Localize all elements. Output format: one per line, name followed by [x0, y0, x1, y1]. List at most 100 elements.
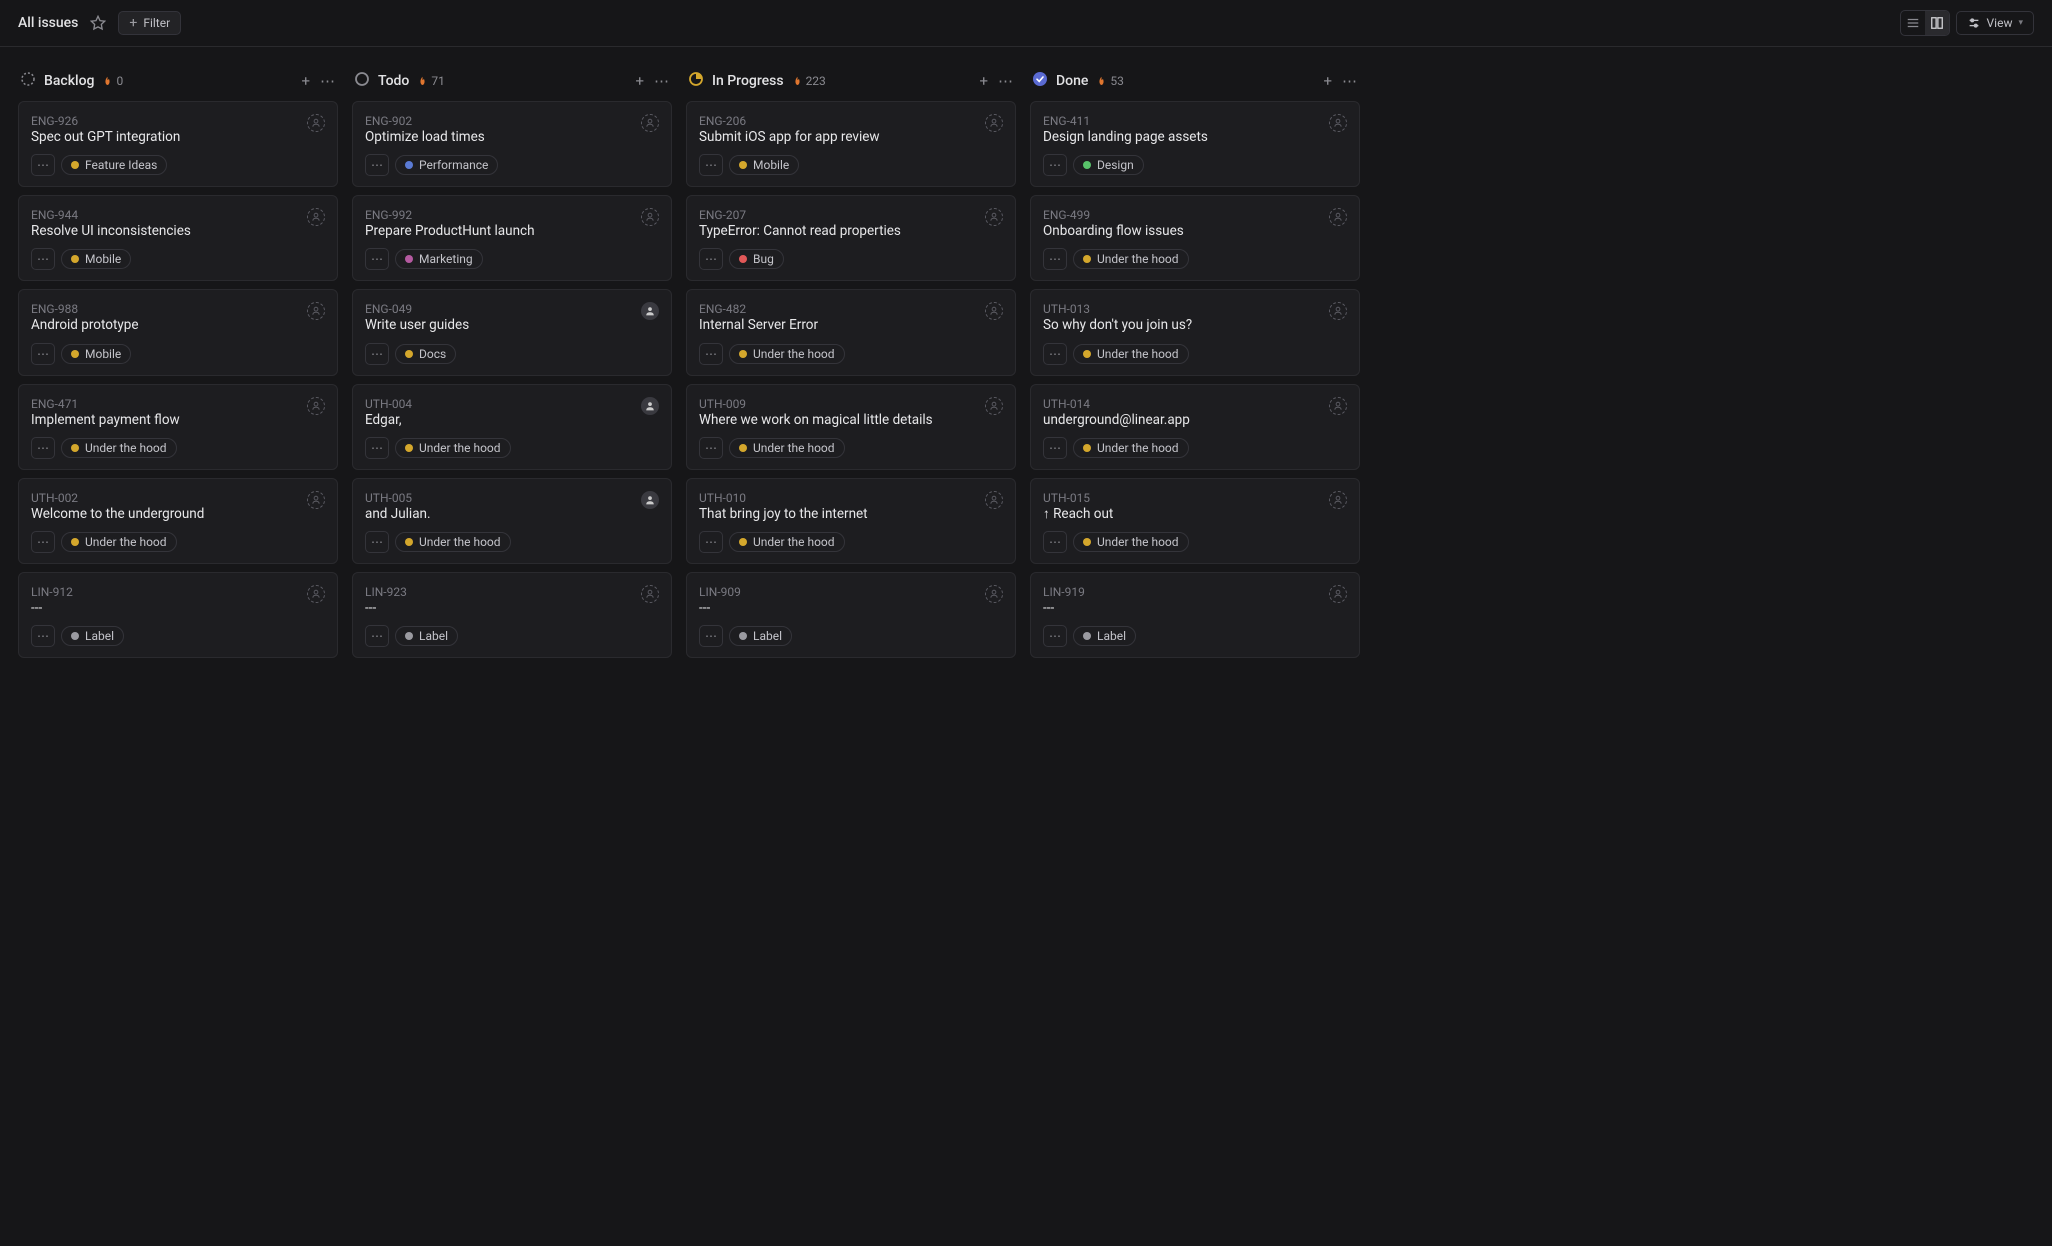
assignee-empty[interactable]	[307, 585, 325, 603]
card-more-button[interactable]: ⋯	[365, 625, 389, 647]
card[interactable]: ENG-499Onboarding flow issues⋯Under the …	[1030, 195, 1360, 281]
card-tag[interactable]: Performance	[395, 155, 498, 175]
add-card-button[interactable]	[1323, 72, 1332, 90]
card-more-button[interactable]: ⋯	[1043, 343, 1067, 365]
card-tag[interactable]: Under the hood	[1073, 249, 1189, 269]
card[interactable]: ENG-049Write user guides⋯Docs	[352, 289, 672, 375]
assignee-empty[interactable]	[307, 491, 325, 509]
card-more-button[interactable]: ⋯	[31, 625, 55, 647]
view-button[interactable]: View ▾	[1956, 11, 2034, 35]
card[interactable]: ENG-206Submit iOS app for app review⋯Mob…	[686, 101, 1016, 187]
assignee-empty[interactable]	[307, 302, 325, 320]
card[interactable]: ENG-992Prepare ProductHunt launch⋯Market…	[352, 195, 672, 281]
assignee-empty[interactable]	[307, 208, 325, 226]
card-tag[interactable]: Design	[1073, 155, 1144, 175]
card[interactable]: LIN-923---⋯Label	[352, 572, 672, 658]
card[interactable]: ENG-926Spec out GPT integration⋯Feature …	[18, 101, 338, 187]
card[interactable]: UTH-014underground@linear.app⋯Under the …	[1030, 384, 1360, 470]
card[interactable]: ENG-482Internal Server Error⋯Under the h…	[686, 289, 1016, 375]
card-tag[interactable]: Under the hood	[1073, 438, 1189, 458]
card-tag[interactable]: Label	[1073, 626, 1136, 646]
card-more-button[interactable]: ⋯	[699, 154, 723, 176]
card-tag[interactable]: Label	[729, 626, 792, 646]
card-more-button[interactable]: ⋯	[1043, 531, 1067, 553]
assignee-empty[interactable]	[641, 208, 659, 226]
card[interactable]: UTH-005and Julian.⋯Under the hood	[352, 478, 672, 564]
card-more-button[interactable]: ⋯	[365, 343, 389, 365]
column-more-button[interactable]	[1342, 72, 1358, 90]
assignee-empty[interactable]	[985, 491, 1003, 509]
card-more-button[interactable]: ⋯	[1043, 625, 1067, 647]
board-view-toggle[interactable]	[1925, 11, 1949, 35]
assignee-empty[interactable]	[1329, 208, 1347, 226]
card-tag[interactable]: Mobile	[61, 344, 131, 364]
card-tag[interactable]: Label	[395, 626, 458, 646]
add-card-button[interactable]	[635, 72, 644, 90]
assignee-empty[interactable]	[985, 114, 1003, 132]
assignee-empty[interactable]	[641, 114, 659, 132]
column-more-button[interactable]	[320, 72, 336, 90]
assignee-empty[interactable]	[985, 208, 1003, 226]
card[interactable]: UTH-015↑ Reach out⋯Under the hood	[1030, 478, 1360, 564]
card-tag[interactable]: Under the hood	[61, 532, 177, 552]
card-tag[interactable]: Under the hood	[1073, 532, 1189, 552]
column-more-button[interactable]	[654, 72, 670, 90]
assignee-empty[interactable]	[1329, 397, 1347, 415]
card-more-button[interactable]: ⋯	[365, 248, 389, 270]
card-tag[interactable]: Under the hood	[395, 438, 511, 458]
assignee-empty[interactable]	[985, 585, 1003, 603]
card-more-button[interactable]: ⋯	[1043, 248, 1067, 270]
assignee-empty[interactable]	[1329, 302, 1347, 320]
add-card-button[interactable]	[301, 72, 310, 90]
card-tag[interactable]: Under the hood	[729, 344, 845, 364]
card-tag[interactable]: Marketing	[395, 249, 483, 269]
card[interactable]: ENG-207TypeError: Cannot read properties…	[686, 195, 1016, 281]
card-more-button[interactable]: ⋯	[31, 248, 55, 270]
assignee-empty[interactable]	[1329, 114, 1347, 132]
card-more-button[interactable]: ⋯	[1043, 154, 1067, 176]
card[interactable]: LIN-919---⋯Label	[1030, 572, 1360, 658]
star-icon[interactable]	[90, 15, 106, 31]
card-tag[interactable]: Under the hood	[729, 532, 845, 552]
assignee-avatar[interactable]	[641, 397, 659, 415]
card-tag[interactable]: Under the hood	[1073, 344, 1189, 364]
card-more-button[interactable]: ⋯	[31, 437, 55, 459]
card-tag[interactable]: Under the hood	[61, 438, 177, 458]
card-tag[interactable]: Mobile	[61, 249, 131, 269]
column-more-button[interactable]	[998, 72, 1014, 90]
card[interactable]: UTH-004Edgar,⋯Under the hood	[352, 384, 672, 470]
card[interactable]: ENG-411Design landing page assets⋯Design	[1030, 101, 1360, 187]
card-more-button[interactable]: ⋯	[365, 154, 389, 176]
card[interactable]: UTH-002Welcome to the underground⋯Under …	[18, 478, 338, 564]
card[interactable]: ENG-988Android prototype⋯Mobile	[18, 289, 338, 375]
card-more-button[interactable]: ⋯	[31, 343, 55, 365]
add-card-button[interactable]	[979, 72, 988, 90]
assignee-empty[interactable]	[1329, 585, 1347, 603]
assignee-empty[interactable]	[641, 585, 659, 603]
assignee-empty[interactable]	[985, 302, 1003, 320]
list-view-toggle[interactable]	[1901, 11, 1925, 35]
card-more-button[interactable]: ⋯	[1043, 437, 1067, 459]
card[interactable]: ENG-944Resolve UI inconsistencies⋯Mobile	[18, 195, 338, 281]
card[interactable]: UTH-009Where we work on magical little d…	[686, 384, 1016, 470]
card-more-button[interactable]: ⋯	[365, 437, 389, 459]
card[interactable]: UTH-013So why don't you join us?⋯Under t…	[1030, 289, 1360, 375]
card-more-button[interactable]: ⋯	[31, 154, 55, 176]
card-more-button[interactable]: ⋯	[31, 531, 55, 553]
card[interactable]: LIN-912---⋯Label	[18, 572, 338, 658]
card-tag[interactable]: Under the hood	[729, 438, 845, 458]
card-more-button[interactable]: ⋯	[699, 248, 723, 270]
assignee-avatar[interactable]	[641, 302, 659, 320]
filter-button[interactable]: + Filter	[118, 11, 181, 35]
assignee-avatar[interactable]	[641, 491, 659, 509]
card[interactable]: LIN-909---⋯Label	[686, 572, 1016, 658]
card[interactable]: ENG-902Optimize load times⋯Performance	[352, 101, 672, 187]
card-tag[interactable]: Label	[61, 626, 124, 646]
card-more-button[interactable]: ⋯	[699, 531, 723, 553]
card[interactable]: UTH-010That bring joy to the internet⋯Un…	[686, 478, 1016, 564]
card-more-button[interactable]: ⋯	[699, 625, 723, 647]
card-more-button[interactable]: ⋯	[365, 531, 389, 553]
assignee-empty[interactable]	[985, 397, 1003, 415]
card-tag[interactable]: Mobile	[729, 155, 799, 175]
card-more-button[interactable]: ⋯	[699, 437, 723, 459]
